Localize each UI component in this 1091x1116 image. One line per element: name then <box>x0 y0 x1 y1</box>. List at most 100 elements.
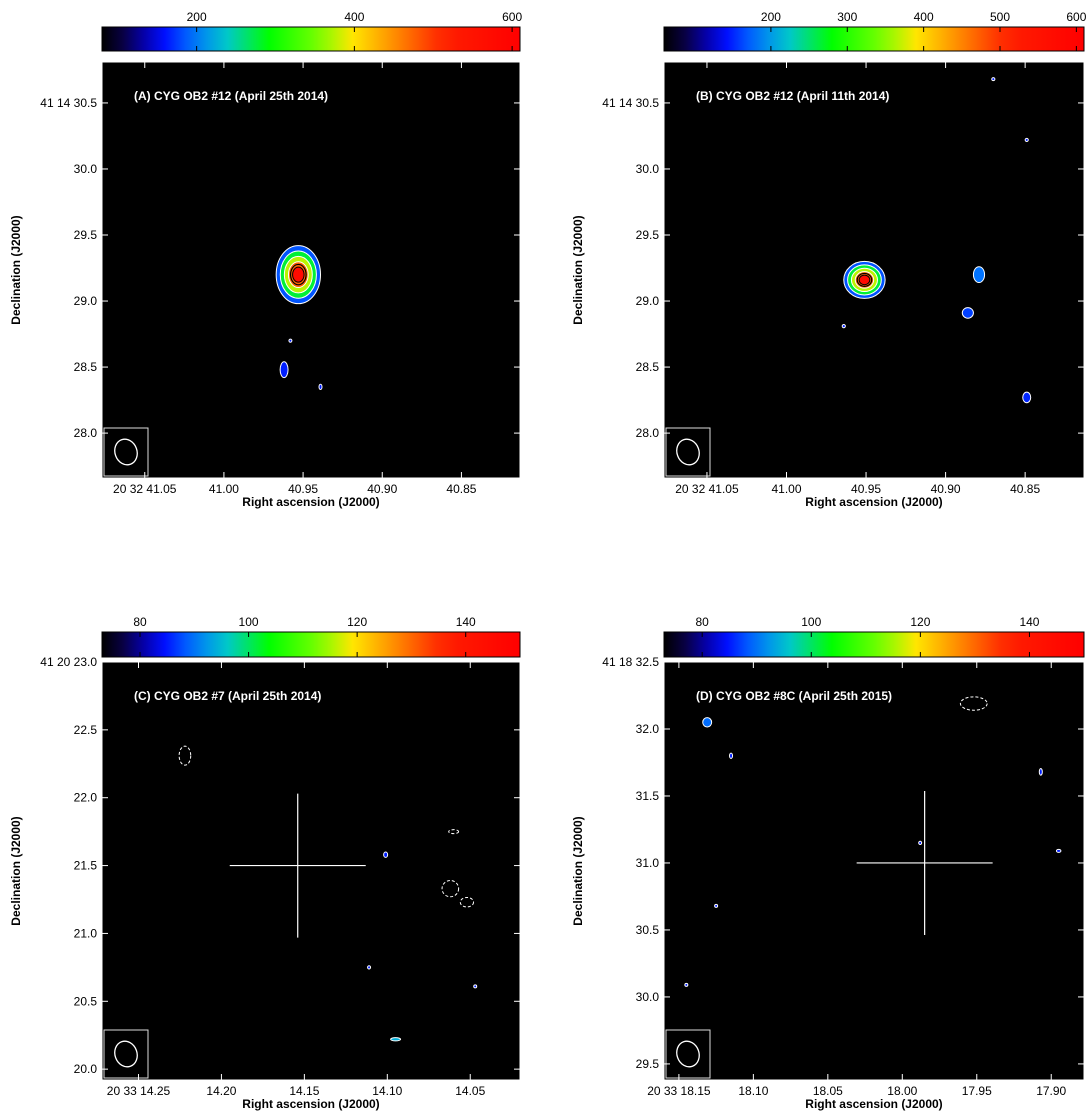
y-tick-label: 29.0 <box>636 294 660 308</box>
y-tick-label: 41 20 23.0 <box>40 655 97 669</box>
source-contour <box>318 383 323 391</box>
source-contour <box>972 266 986 284</box>
colorbar-tick-label: 140 <box>456 615 476 629</box>
source-contour <box>288 338 293 343</box>
source-contour <box>1055 848 1062 853</box>
y-tick-label: 30.5 <box>636 923 660 937</box>
source-contour <box>367 965 372 970</box>
y-tick-label: 31.0 <box>636 856 660 870</box>
colorbar <box>663 631 1085 658</box>
source-contour <box>714 903 719 908</box>
colorbar-tick-label: 100 <box>239 615 259 629</box>
source-contour <box>279 361 289 379</box>
x-tick-label: 14.20 <box>206 1084 236 1098</box>
beam-ellipse <box>114 1040 138 1068</box>
source-contour <box>858 274 871 286</box>
negative-contour <box>959 696 988 711</box>
source-contour <box>684 982 689 987</box>
x-tick-label: 40.95 <box>851 482 881 496</box>
x-tick-label: 40.95 <box>288 482 318 496</box>
x-tick-label: 14.05 <box>455 1084 485 1098</box>
y-tick-label: 28.5 <box>636 360 660 374</box>
x-tick-label: 20 33 18.15 <box>647 1084 711 1098</box>
y-tick-label: 30.0 <box>74 162 98 176</box>
colorbar-tick-label: 140 <box>1019 615 1039 629</box>
beam-box <box>665 1029 711 1079</box>
x-tick-label: 40.85 <box>446 482 476 496</box>
x-tick-label: 14.15 <box>289 1084 319 1098</box>
y-axis-label: Declination (J2000) <box>571 215 585 324</box>
map-background <box>101 661 521 1081</box>
colorbar-tick-label: 100 <box>801 615 821 629</box>
x-axis-label: Right ascension (J2000) <box>242 495 379 509</box>
y-tick-label: 28.5 <box>74 360 98 374</box>
x-tick-label: 40.90 <box>367 482 397 496</box>
y-axis-label: Declination (J2000) <box>9 215 23 324</box>
y-tick-label: 22.0 <box>74 791 98 805</box>
y-tick-label: 29.0 <box>74 294 98 308</box>
source-contour <box>383 851 389 858</box>
colorbar-tick-label: 600 <box>1066 10 1086 24</box>
y-tick-label: 31.5 <box>636 789 660 803</box>
y-tick-label: 21.5 <box>74 859 98 873</box>
colorbar-tick-label: 400 <box>914 10 934 24</box>
source-contour <box>991 77 996 82</box>
source-contour <box>1024 137 1029 143</box>
panel-title: (A) CYG OB2 #12 (April 25th 2014) <box>134 89 328 103</box>
y-tick-label: 28.0 <box>636 426 660 440</box>
panel-title: (D) CYG OB2 #8C (April 25th 2015) <box>696 689 892 703</box>
source-contour <box>841 324 846 329</box>
y-tick-label: 41 18 32.5 <box>602 655 659 669</box>
colorbar-tick-label: 400 <box>344 10 364 24</box>
source-contour <box>289 263 307 286</box>
y-tick-label: 30.0 <box>636 162 660 176</box>
colorbar <box>101 26 521 52</box>
x-tick-label: 20 33 14.25 <box>107 1084 171 1098</box>
panel-c: 80 100 120 140 (C) CYG OB2 #7 (April 25th 20… <box>9 615 521 1111</box>
y-tick-label: 32.0 <box>636 722 660 736</box>
beam-box <box>665 427 711 477</box>
y-tick-label: 21.0 <box>74 926 98 940</box>
panel-title: (B) CYG OB2 #12 (April 11th 2014) <box>696 89 889 103</box>
colorbar-tick-label: 200 <box>761 10 781 24</box>
panel-title: (C) CYG OB2 #7 (April 25th 2014) <box>134 689 321 703</box>
panel-b: 200 300 400 500 600 (B) CYG OB2 #12 (April 11… <box>571 10 1087 509</box>
colorbar-tick-label: 500 <box>990 10 1010 24</box>
panel-d: 80 100 120 140 (D) CYG OB2 #8C (April 25th 2… <box>571 615 1085 1111</box>
y-tick-label: 28.0 <box>74 426 98 440</box>
x-axis-label: Right ascension (J2000) <box>805 1097 942 1111</box>
beam-box <box>103 1029 149 1079</box>
map-content <box>665 696 1062 1079</box>
negative-contour <box>441 880 460 898</box>
x-tick-label: 18.05 <box>813 1084 843 1098</box>
source-contour <box>961 307 974 319</box>
x-axis-label: Right ascension (J2000) <box>805 495 942 509</box>
x-tick-label: 40.90 <box>931 482 961 496</box>
x-tick-label: 41.00 <box>209 482 239 496</box>
colorbar-tick-label: 300 <box>837 10 857 24</box>
colorbar-tick-label: 80 <box>696 615 710 629</box>
y-tick-label: 41 14 30.5 <box>602 96 659 110</box>
x-tick-label: 18.00 <box>887 1084 917 1098</box>
colorbar-tick-label: 600 <box>502 10 522 24</box>
source-contour <box>473 984 478 989</box>
y-tick-label: 20.5 <box>74 994 98 1008</box>
beam-box <box>103 427 149 477</box>
panel-a: 200 400 600 (A) CYG OB2 #12 (April 25th 201… <box>9 10 522 509</box>
source-contour <box>1038 768 1043 776</box>
map-background <box>663 661 1085 1081</box>
colorbar-tick-label: 120 <box>347 615 367 629</box>
source-contour <box>729 752 734 759</box>
x-tick-label: 18.10 <box>738 1084 768 1098</box>
beam-ellipse <box>676 438 700 466</box>
map-content <box>103 745 478 1079</box>
x-tick-label: 17.95 <box>962 1084 992 1098</box>
source-contour <box>918 840 923 845</box>
y-tick-label: 22.5 <box>74 723 98 737</box>
source-contour <box>1022 391 1032 404</box>
beam-ellipse <box>676 1040 700 1068</box>
source-contour <box>702 717 713 728</box>
y-axis-label: Declination (J2000) <box>571 816 585 925</box>
x-tick-label: 17.90 <box>1036 1084 1066 1098</box>
x-tick-label: 20 32 41.05 <box>675 482 739 496</box>
